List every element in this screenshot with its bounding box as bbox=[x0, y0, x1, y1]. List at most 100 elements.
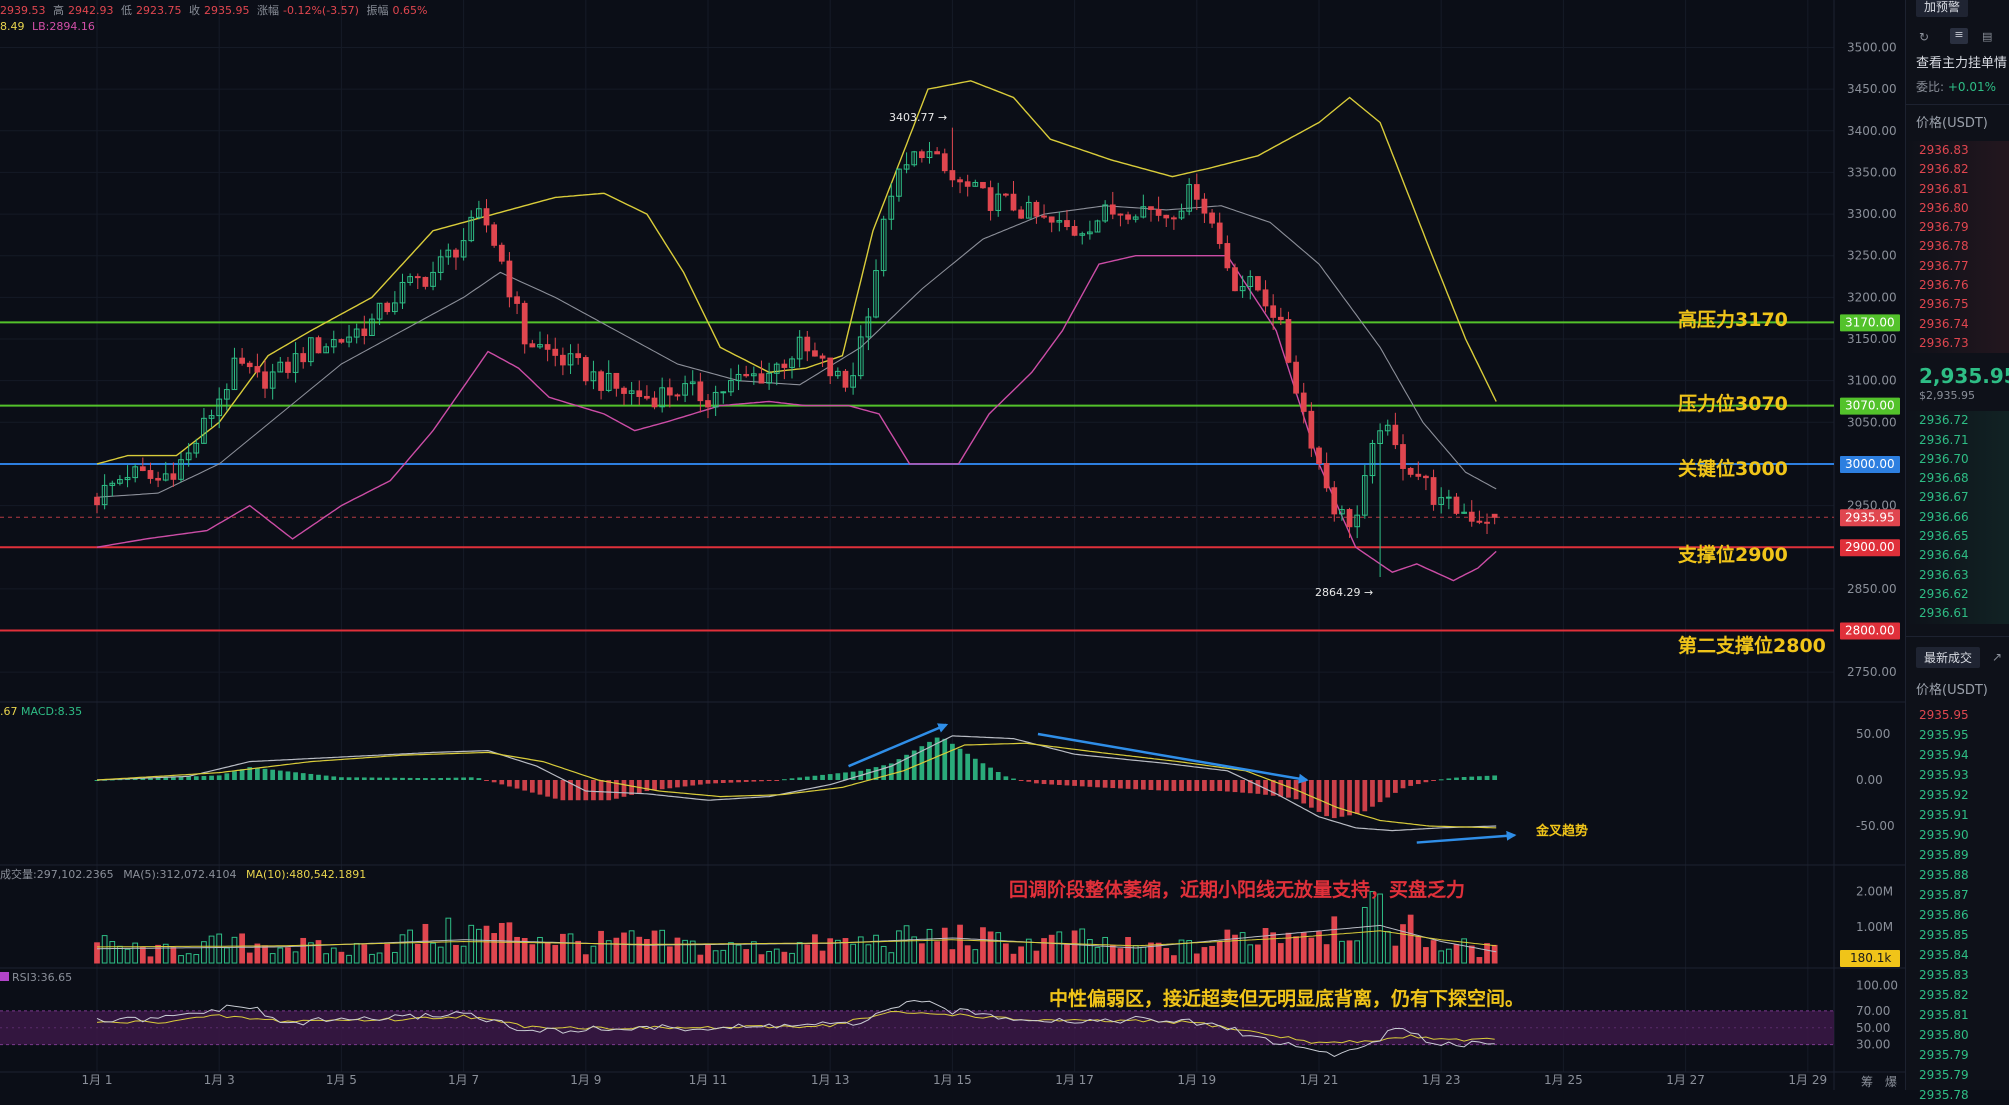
ask-row[interactable]: 2936.74 bbox=[1919, 316, 1969, 331]
macd-bar bbox=[453, 777, 459, 780]
candle-body bbox=[850, 375, 856, 388]
candle-body bbox=[1071, 226, 1078, 236]
add-alert-button[interactable]: 加预警 bbox=[1916, 0, 1969, 17]
ask-row[interactable]: 2936.78 bbox=[1919, 239, 1969, 254]
candle-body bbox=[1247, 276, 1254, 288]
macd-bar bbox=[499, 780, 505, 785]
ask-row[interactable]: 2936.76 bbox=[1919, 278, 1969, 293]
ask-list: 2936.83 2936.82 2936.81 2936.80 2936.79 2936.… bbox=[1906, 141, 2009, 354]
macd-bar bbox=[377, 777, 382, 780]
burst-label[interactable]: 爆 bbox=[1885, 1075, 1898, 1089]
macd-bar bbox=[820, 774, 825, 780]
volume-bar bbox=[682, 939, 688, 964]
volume-bar bbox=[483, 925, 490, 964]
candle-body bbox=[353, 328, 360, 338]
volume-bar bbox=[705, 944, 711, 964]
price-tick-label: 3400.00 bbox=[1847, 124, 1897, 138]
macd-bar bbox=[1263, 780, 1268, 795]
volume-bar bbox=[888, 952, 895, 964]
candle-body bbox=[880, 218, 887, 272]
depth-mode-icon[interactable]: ▤ bbox=[1982, 30, 1993, 43]
volume-bar bbox=[147, 956, 154, 964]
candle-body bbox=[758, 373, 765, 384]
kline-chart[interactable]: 3500.00 3450.00 3400.00 3350.00 3300.00 3250.… bbox=[0, 0, 1905, 1090]
macd-bar bbox=[255, 767, 260, 780]
ask-row[interactable]: 2936.75 bbox=[1919, 297, 1969, 312]
bid-row[interactable]: 2936.61 bbox=[1919, 606, 1969, 621]
bid-row[interactable]: 2936.62 bbox=[1919, 586, 1969, 601]
candle-body bbox=[926, 151, 933, 159]
chip-label[interactable]: 筹 bbox=[1861, 1075, 1874, 1089]
candle-body bbox=[957, 179, 963, 183]
volume-bar bbox=[1277, 943, 1284, 964]
macd-bar bbox=[911, 750, 917, 780]
candle-body bbox=[430, 271, 436, 287]
boll-info-bar: 8.49 LB:2894.16 bbox=[0, 20, 99, 38]
volume-bar bbox=[498, 922, 505, 964]
macd-bar bbox=[629, 780, 634, 795]
bid-row[interactable]: 2936.68 bbox=[1919, 471, 1969, 486]
candle-body bbox=[437, 256, 444, 273]
candle-body bbox=[193, 442, 200, 454]
volume-bar bbox=[728, 942, 734, 964]
macd-bar bbox=[873, 767, 879, 780]
volume-bar bbox=[1071, 930, 1078, 964]
macd-bar bbox=[1477, 776, 1482, 780]
macd-bar bbox=[1255, 780, 1261, 794]
bid-row[interactable]: 2936.71 bbox=[1919, 432, 1969, 447]
bid-row[interactable]: 2936.70 bbox=[1919, 451, 1969, 466]
low-marker: 2864.29 → bbox=[1315, 586, 1374, 599]
bid-row[interactable]: 2936.67 bbox=[1919, 490, 1969, 505]
candle-body bbox=[1171, 217, 1177, 220]
volume-bar bbox=[1033, 950, 1040, 964]
refresh-icon[interactable]: ↻ bbox=[1919, 30, 1930, 44]
candle-body bbox=[1002, 193, 1009, 196]
volume-bar bbox=[1125, 937, 1131, 964]
macd-bar bbox=[583, 780, 589, 801]
candle-body bbox=[1308, 410, 1315, 449]
bid-list: 2936.72 2936.71 2936.70 2936.68 2936.67 2936.… bbox=[1906, 411, 2009, 624]
volume-bar bbox=[582, 954, 589, 964]
bid-row[interactable]: 2936.72 bbox=[1919, 413, 1969, 428]
book-mode-icon[interactable]: ≡ bbox=[1950, 28, 1968, 44]
ask-row[interactable]: 2936.83 bbox=[1919, 143, 1969, 157]
macd-bar bbox=[957, 748, 963, 780]
candle-body bbox=[941, 153, 948, 172]
candle-body bbox=[636, 390, 643, 397]
ask-row[interactable]: 2936.73 bbox=[1919, 335, 1969, 350]
candle-body bbox=[1476, 520, 1483, 523]
ask-row[interactable]: 2936.79 bbox=[1919, 220, 1969, 235]
price-tick-label: 3200.00 bbox=[1847, 290, 1897, 304]
current-price-tag-bg bbox=[1840, 509, 1900, 527]
candle-body bbox=[682, 383, 688, 396]
macd-bar bbox=[1438, 779, 1444, 781]
ask-row[interactable]: 2936.81 bbox=[1919, 181, 1969, 196]
bid-row[interactable]: 2936.63 bbox=[1919, 567, 1969, 582]
candle-body bbox=[773, 363, 780, 374]
volume-bar bbox=[399, 934, 406, 964]
candle-body bbox=[1423, 475, 1429, 479]
volume-bar bbox=[789, 952, 795, 964]
expand-icon[interactable]: ↗ bbox=[1991, 649, 2002, 664]
candle-body bbox=[1033, 201, 1040, 217]
macd-bar bbox=[423, 778, 428, 780]
volume-bar bbox=[514, 936, 520, 964]
macd-bar bbox=[697, 780, 703, 785]
bid-row[interactable]: 2936.66 bbox=[1919, 509, 1969, 524]
latest-trades-button[interactable]: 最新成交 bbox=[1916, 646, 1981, 668]
trade-row: 2935.90 bbox=[1919, 827, 1969, 842]
candle-body bbox=[1025, 201, 1032, 219]
change-label: 涨幅 bbox=[257, 4, 279, 17]
macd-bar bbox=[1286, 780, 1291, 798]
candle-body bbox=[1445, 496, 1452, 499]
ask-row[interactable]: 2936.82 bbox=[1919, 162, 1969, 177]
ask-row[interactable]: 2936.77 bbox=[1919, 258, 1969, 273]
bid-row[interactable]: 2936.65 bbox=[1919, 529, 1969, 544]
ask-row[interactable]: 2936.80 bbox=[1919, 200, 1969, 215]
candle-body bbox=[246, 362, 253, 368]
volume-bar bbox=[162, 943, 169, 964]
macd-bar bbox=[125, 778, 130, 780]
main-orders-title[interactable]: 查看主力挂单情 bbox=[1916, 56, 2008, 71]
volume-bar bbox=[865, 944, 872, 964]
bid-row[interactable]: 2936.64 bbox=[1919, 548, 1969, 563]
